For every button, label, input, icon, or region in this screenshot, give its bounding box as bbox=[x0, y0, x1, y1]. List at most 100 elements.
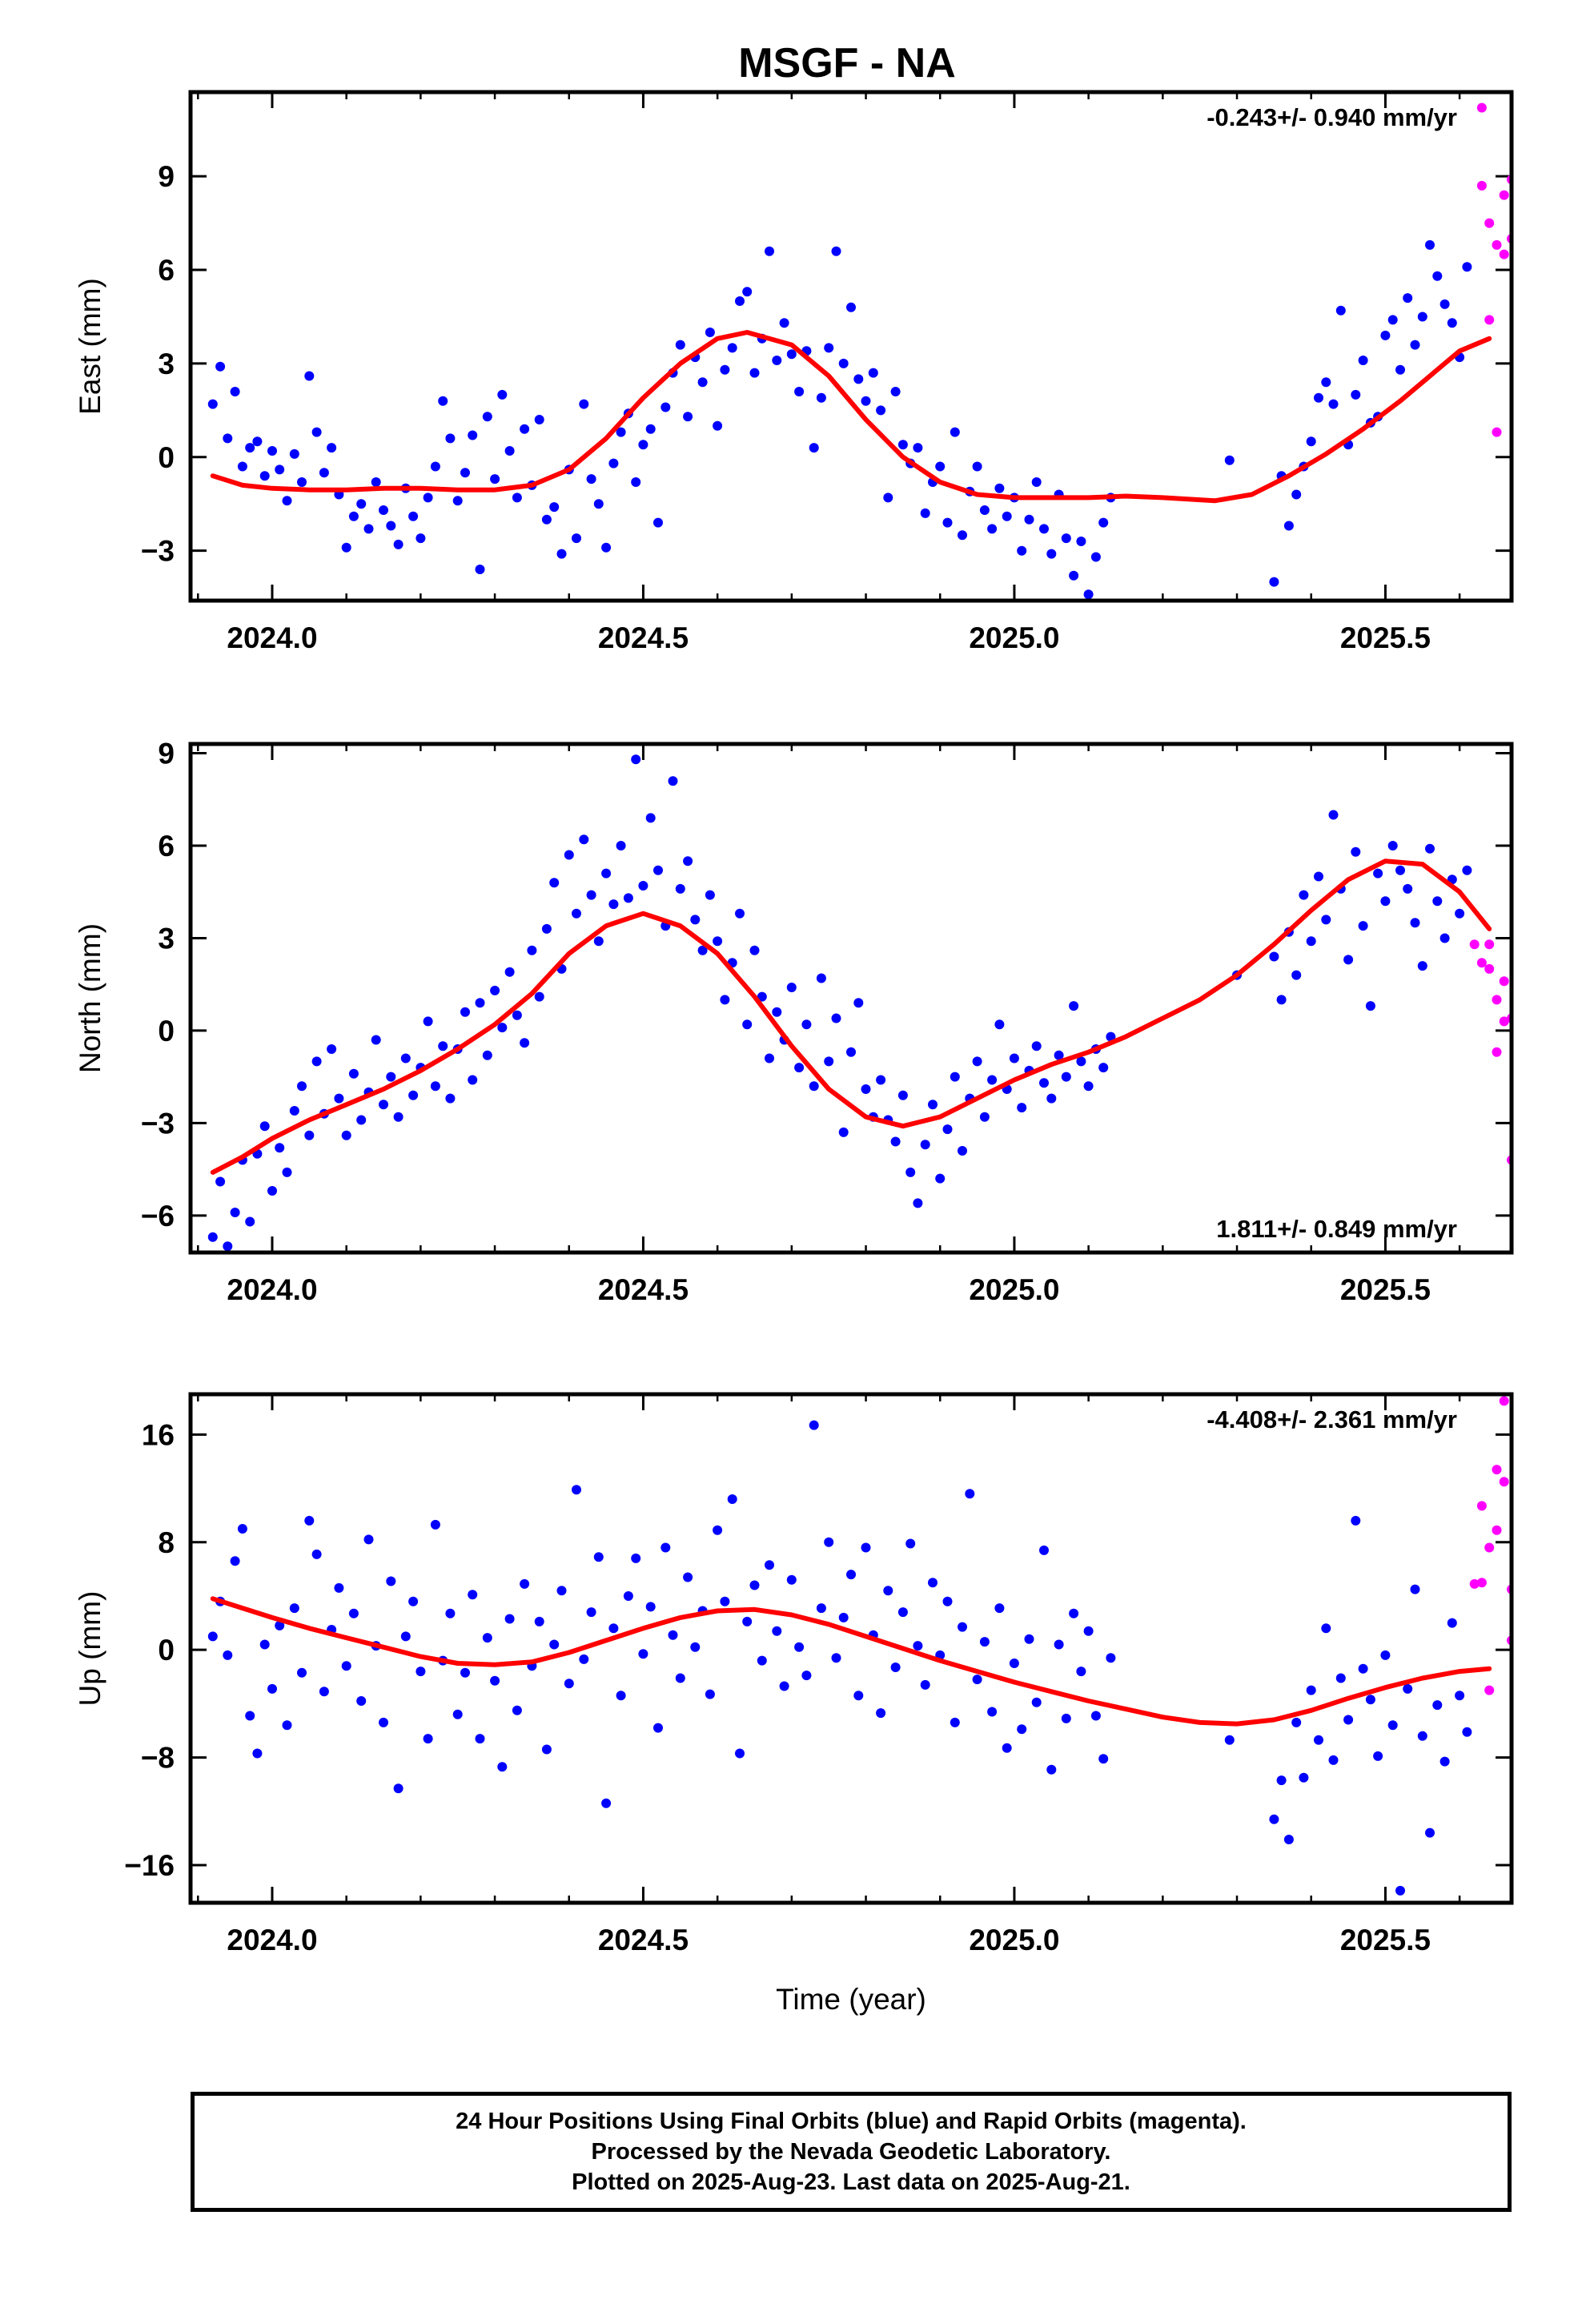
point-final-orbits bbox=[534, 991, 544, 1002]
point-final-orbits bbox=[430, 1519, 440, 1530]
point-final-orbits bbox=[1061, 533, 1071, 544]
point-final-orbits bbox=[334, 1582, 344, 1593]
point-final-orbits bbox=[883, 1586, 893, 1596]
point-final-orbits bbox=[1328, 810, 1339, 820]
point-final-orbits bbox=[735, 1748, 745, 1759]
point-final-orbits bbox=[1410, 340, 1420, 350]
point-final-orbits bbox=[809, 1081, 819, 1092]
point-final-orbits bbox=[237, 461, 247, 472]
point-rapid-orbits bbox=[1492, 1525, 1502, 1535]
point-final-orbits bbox=[772, 1626, 782, 1636]
point-rapid-orbits bbox=[1476, 103, 1487, 113]
point-final-orbits bbox=[430, 461, 440, 472]
point-final-orbits bbox=[1343, 1715, 1354, 1725]
point-final-orbits bbox=[645, 1602, 656, 1612]
point-rapid-orbits bbox=[1499, 1016, 1509, 1027]
point-final-orbits bbox=[348, 511, 359, 521]
velocity-label: 1.811+/- 0.849 mm/yr bbox=[1216, 1215, 1457, 1243]
point-final-orbits bbox=[348, 1068, 359, 1079]
point-final-orbits bbox=[1098, 1063, 1109, 1073]
point-final-orbits bbox=[549, 878, 560, 888]
y-axis-label: North (mm) bbox=[74, 923, 106, 1073]
point-final-orbits bbox=[341, 542, 351, 553]
x-tick-label: 2025.0 bbox=[969, 621, 1059, 654]
data-layer bbox=[207, 754, 1512, 1252]
point-final-orbits bbox=[1024, 1634, 1034, 1644]
point-final-orbits bbox=[579, 834, 589, 845]
point-final-orbits bbox=[586, 1607, 596, 1618]
point-final-orbits bbox=[275, 1620, 285, 1630]
point-final-orbits bbox=[749, 368, 760, 378]
point-final-orbits bbox=[304, 371, 315, 381]
point-final-orbits bbox=[1425, 1827, 1435, 1838]
point-final-orbits bbox=[327, 443, 337, 453]
point-final-orbits bbox=[697, 945, 708, 955]
point-final-orbits bbox=[371, 477, 381, 487]
point-final-orbits bbox=[475, 565, 485, 574]
point-final-orbits bbox=[794, 1642, 805, 1652]
point-final-orbits bbox=[994, 1603, 1005, 1614]
x-tick-label: 2024.0 bbox=[227, 621, 317, 654]
point-final-orbits bbox=[1291, 1717, 1302, 1727]
point-final-orbits bbox=[697, 377, 708, 388]
point-final-orbits bbox=[482, 1050, 492, 1060]
point-final-orbits bbox=[334, 1093, 344, 1104]
x-tick-label: 2025.0 bbox=[969, 1273, 1059, 1306]
point-final-orbits bbox=[1343, 955, 1354, 965]
point-final-orbits bbox=[423, 493, 433, 503]
point-final-orbits bbox=[1358, 1663, 1368, 1674]
point-final-orbits bbox=[1098, 1754, 1109, 1764]
point-final-orbits bbox=[1083, 589, 1094, 600]
point-final-orbits bbox=[215, 1176, 226, 1187]
point-final-orbits bbox=[289, 1603, 299, 1614]
point-final-orbits bbox=[897, 1090, 908, 1100]
point-final-orbits bbox=[1447, 318, 1457, 328]
point-final-orbits bbox=[297, 477, 307, 487]
point-final-orbits bbox=[363, 524, 374, 534]
point-final-orbits bbox=[207, 399, 218, 409]
point-final-orbits bbox=[920, 508, 930, 518]
plot-area-north bbox=[191, 744, 1512, 1252]
point-final-orbits bbox=[430, 1081, 440, 1092]
point-final-orbits bbox=[809, 443, 819, 453]
point-final-orbits bbox=[653, 865, 663, 875]
point-final-orbits bbox=[504, 967, 515, 977]
y-axis-label: Up (mm) bbox=[74, 1591, 106, 1707]
point-final-orbits bbox=[1365, 1695, 1375, 1705]
point-final-orbits bbox=[942, 1124, 953, 1135]
point-final-orbits bbox=[282, 1720, 292, 1731]
point-final-orbits bbox=[631, 1553, 641, 1563]
point-final-orbits bbox=[816, 973, 826, 983]
y-tick-label: 9 bbox=[158, 738, 175, 770]
point-final-orbits bbox=[1098, 517, 1109, 528]
point-final-orbits bbox=[861, 396, 871, 406]
point-final-orbits bbox=[475, 1734, 485, 1744]
point-final-orbits bbox=[801, 1671, 812, 1681]
point-final-orbits bbox=[572, 533, 581, 544]
point-final-orbits bbox=[972, 1056, 982, 1067]
point-final-orbits bbox=[1432, 896, 1443, 907]
point-final-orbits bbox=[475, 998, 485, 1008]
y-tick-label: 6 bbox=[158, 830, 175, 862]
y-tick-label: 8 bbox=[158, 1526, 175, 1559]
point-final-orbits bbox=[393, 1783, 404, 1794]
point-final-orbits bbox=[348, 1608, 359, 1618]
point-rapid-orbits bbox=[1476, 1501, 1487, 1511]
y-tick-label: 6 bbox=[158, 254, 175, 287]
point-final-orbits bbox=[742, 287, 753, 297]
y-tick-label: −3 bbox=[141, 535, 175, 568]
point-final-orbits bbox=[497, 1023, 508, 1033]
point-final-orbits bbox=[438, 1041, 448, 1051]
point-final-orbits bbox=[838, 1612, 849, 1622]
velocity-label: -4.408+/- 2.361 mm/yr bbox=[1207, 1405, 1457, 1433]
point-final-orbits bbox=[608, 1623, 619, 1634]
point-final-orbits bbox=[282, 496, 292, 506]
point-final-orbits bbox=[1069, 570, 1079, 581]
point-final-orbits bbox=[1410, 1584, 1420, 1594]
point-final-orbits bbox=[400, 1053, 411, 1063]
point-final-orbits bbox=[1403, 883, 1413, 894]
point-final-orbits bbox=[1328, 399, 1339, 409]
point-final-orbits bbox=[994, 483, 1005, 493]
point-final-orbits bbox=[1462, 1727, 1472, 1737]
point-final-orbits bbox=[1417, 961, 1427, 971]
